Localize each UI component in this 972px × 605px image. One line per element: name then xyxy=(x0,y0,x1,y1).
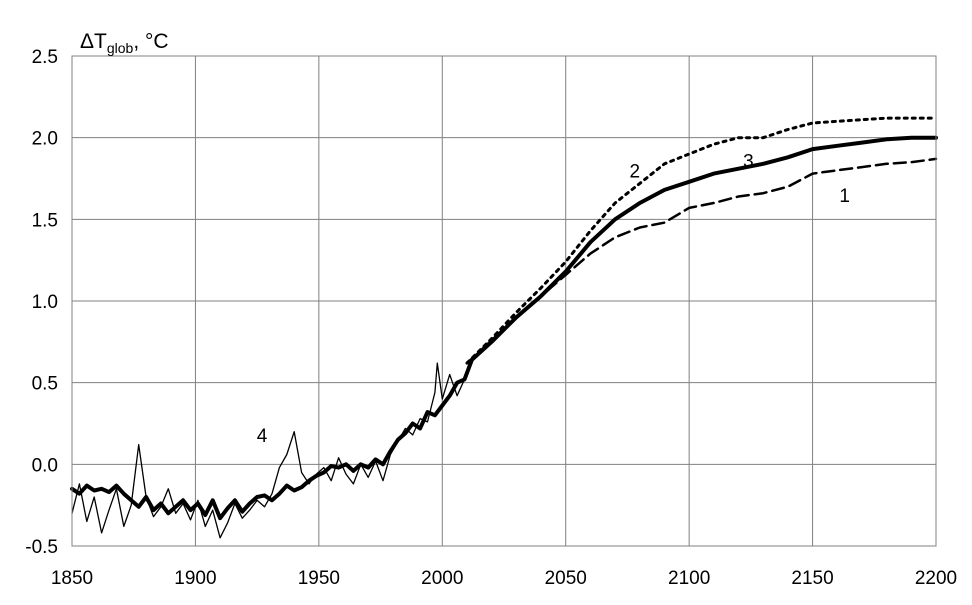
x-tick-label: 1950 xyxy=(298,568,340,589)
plot-area-frame xyxy=(71,55,937,547)
x-tick-label: 2150 xyxy=(791,568,833,589)
y-tick-label: 1.0 xyxy=(32,292,58,313)
series-labels: 1 2 3 4 xyxy=(257,152,850,447)
series-line-2 xyxy=(465,116,938,365)
y-tick-label: 2.0 xyxy=(32,129,58,150)
y-axis-label: ΔTglob, °C xyxy=(80,30,169,56)
x-tick-label: 2000 xyxy=(421,568,463,589)
series-line-4 xyxy=(71,362,473,539)
y-tick-label: 0.5 xyxy=(32,374,58,395)
y-tick-label: 2.5 xyxy=(32,47,58,68)
y-axis-label-delta: Δ xyxy=(80,30,94,53)
series-label-3: 3 xyxy=(743,152,754,173)
x-tick-label: 1850 xyxy=(51,568,93,589)
x-tick-label: 2100 xyxy=(668,568,710,589)
x-axis-tick-labels: 1850 1900 1950 2000 2050 2100 2150 2200 xyxy=(51,568,957,589)
x-tick-label: 1900 xyxy=(174,568,216,589)
series-line-3 xyxy=(70,135,938,521)
x-tick-label: 2050 xyxy=(545,568,587,589)
y-tick-label: -0.5 xyxy=(25,537,58,558)
y-axis-label-unit: , °C xyxy=(133,30,168,53)
series-label-4: 4 xyxy=(257,426,268,447)
y-axis-label-sub: glob xyxy=(107,40,134,56)
series-label-1: 1 xyxy=(839,186,850,207)
series-line-1 xyxy=(465,157,938,365)
y-tick-label: 0.0 xyxy=(32,455,58,476)
grid xyxy=(71,55,937,547)
y-axis-tick-labels: -0.5 0.0 0.5 1.0 1.5 2.0 2.5 xyxy=(25,47,58,558)
x-tick-label: 2200 xyxy=(915,568,957,589)
y-axis-label-main: T xyxy=(94,30,107,53)
series-label-2: 2 xyxy=(630,161,641,182)
y-tick-label: 1.5 xyxy=(32,210,58,231)
series-group xyxy=(70,116,938,539)
